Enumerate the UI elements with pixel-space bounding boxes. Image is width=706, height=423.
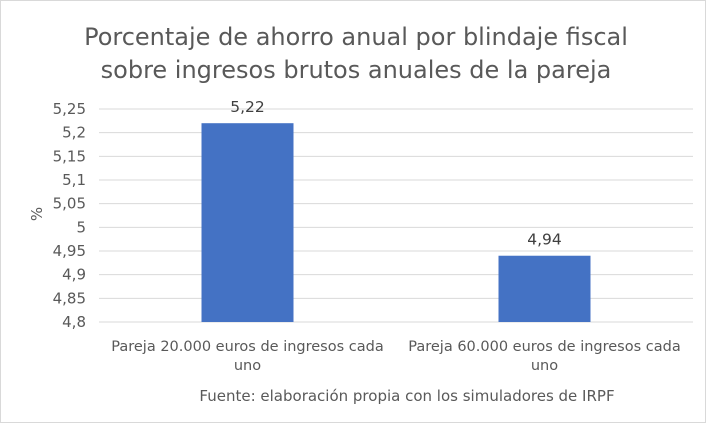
category-label: Pareja 60.000 euros de ingresos cada xyxy=(408,339,680,355)
y-tick-label: 5,2 xyxy=(62,124,86,142)
data-label: 5,22 xyxy=(230,98,265,116)
data-labels: 5,22 4,94 xyxy=(230,98,562,249)
y-tick-label: 5,1 xyxy=(62,171,86,189)
chart-title-line-2: sobre ingresos brutos anuales de la pare… xyxy=(101,56,612,84)
gridlines xyxy=(99,108,693,323)
bar xyxy=(201,123,294,322)
y-tick-label: 4,9 xyxy=(62,266,86,284)
data-label: 4,94 xyxy=(527,231,562,249)
chart-title: Porcentaje de ahorro anual por blindaje … xyxy=(84,23,628,84)
bars xyxy=(201,123,591,322)
category-label: Pareja 20.000 euros de ingresos cada xyxy=(111,339,383,355)
y-tick-label: 5,25 xyxy=(53,100,86,118)
source-note: Fuente: elaboración propia con los simul… xyxy=(199,387,614,405)
y-axis-ticks: 4,8 4,85 4,9 4,95 5 5,05 5,1 5,15 5,2 5,25 xyxy=(53,100,86,331)
y-tick-label: 5,05 xyxy=(53,195,86,213)
y-tick-label: 4,95 xyxy=(53,242,86,260)
y-tick-label: 4,8 xyxy=(62,313,86,331)
y-tick-label: 4,85 xyxy=(53,289,86,307)
y-tick-label: 5,15 xyxy=(53,147,86,165)
y-tick-label: 5 xyxy=(76,218,86,236)
chart-title-line-1: Porcentaje de ahorro anual por blindaje … xyxy=(84,23,628,51)
y-axis-label: % xyxy=(28,207,46,221)
bar xyxy=(498,255,591,322)
category-label: uno xyxy=(234,358,261,374)
category-labels: Pareja 20.000 euros de ingresos cada uno P… xyxy=(111,339,680,374)
category-label: uno xyxy=(531,358,558,374)
